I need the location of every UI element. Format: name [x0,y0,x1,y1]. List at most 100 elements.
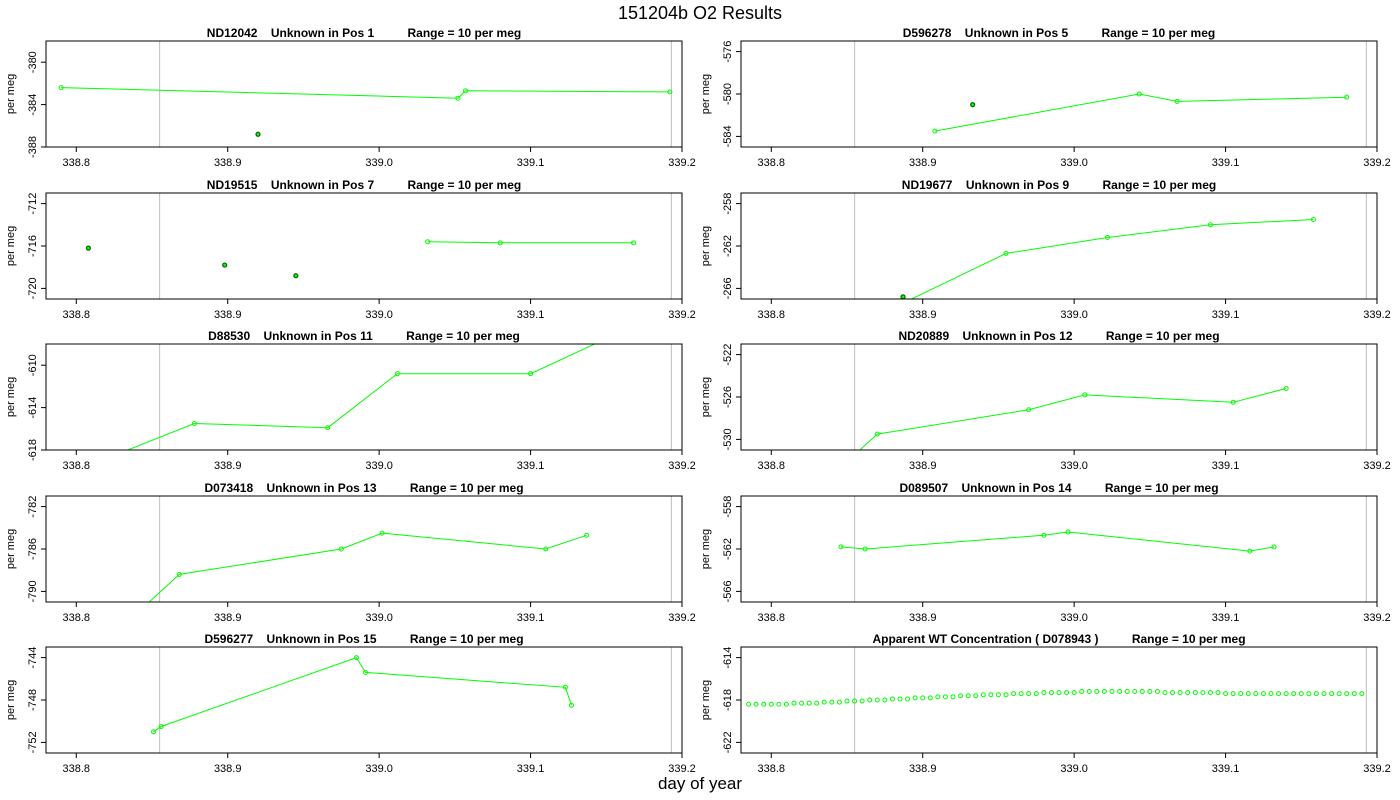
data-point [1245,691,1251,697]
x-tick-label: 338.9 [214,460,242,472]
data-point [1344,94,1350,100]
plot-area [838,496,1368,602]
y-tick-label: -388 [27,136,39,158]
panel-title: Apparent WT Concentration ( D078943 ) Ra… [872,632,1245,646]
x-tick-label: 338.8 [63,157,91,169]
data-point [799,700,805,706]
x-tick-label: 338.9 [909,612,937,624]
data-point [836,699,842,705]
panel-title: ND19515 Unknown in Pos 7 Range = 10 per … [207,178,521,192]
data-point [1011,691,1017,697]
data-point [806,700,812,706]
data-point [1253,691,1259,697]
y-axis-label: per meg [5,226,17,266]
plot-area [58,41,673,147]
outlier-point [222,262,228,268]
data-point [1048,690,1054,696]
data-point [935,694,941,700]
plot-frame [45,40,683,148]
x-tick-label: 338.9 [909,157,937,169]
data-point [379,530,385,536]
data-point [1283,691,1289,697]
x-tick-label: 339.1 [517,157,545,169]
data-point [1124,689,1130,695]
series-line [126,344,596,450]
plot-area [126,344,673,450]
y-tick-label: -262 [722,235,734,257]
x-tick-label: 338.8 [63,309,91,321]
y-axis-label: per meg [700,74,712,114]
data-point [897,696,903,702]
y-tick-label: -384 [27,94,39,116]
data-point [1207,690,1213,696]
data-point [1283,386,1289,392]
data-point [950,694,956,700]
data-point [1344,691,1350,697]
y-axis-label: per meg [5,680,17,720]
data-point [631,240,637,246]
data-point [562,684,568,690]
plot-area [148,496,673,602]
data-point [667,89,673,95]
x-tick-label: 339.1 [1212,460,1240,472]
data-point [1310,217,1316,222]
data-point [859,698,865,704]
data-point [852,698,858,704]
x-tick-label: 338.9 [909,763,937,775]
series-line [148,532,587,602]
data-point [1082,392,1088,398]
panel-title: D089507 Unknown in Pos 14 Range = 10 per… [899,481,1218,495]
x-tick-label: 339.0 [1060,309,1088,321]
data-point [1064,690,1070,696]
x-tick-label: 339.1 [517,309,545,321]
y-axis-label: per meg [700,226,712,266]
data-point [158,724,164,729]
y-tick-label: -558 [722,496,734,518]
data-point [1026,691,1032,697]
x-tick-label: 338.9 [909,309,937,321]
y-tick-label: -712 [27,193,39,215]
panel-title: D596278 Unknown in Pos 5 Range = 10 per … [903,26,1215,40]
series-line [840,531,1275,552]
data-point [1207,222,1213,228]
panel-title: D88530 Unknown in Pos 11 Range = 10 per … [208,329,520,343]
y-tick-label: -786 [27,538,39,560]
data-point [920,695,926,701]
y-tick-label: -752 [27,731,39,753]
data-point [1192,690,1198,696]
series-line [910,219,1314,299]
data-point [584,532,590,538]
data-point [874,697,880,703]
data-point [783,701,789,707]
y-tick-label: -744 [27,647,39,669]
data-point [905,696,911,702]
data-point [1177,690,1183,696]
data-point [1230,399,1236,405]
data-point [568,702,574,708]
data-point [973,693,979,699]
data-point [844,698,850,704]
panel-title: D073418 Unknown in Pos 13 Range = 10 per… [204,481,523,495]
page-title: 151204b O2 Results [617,3,783,23]
data-point [455,95,461,101]
data-point [1136,91,1142,97]
data-point [1139,689,1145,695]
y-tick-label: -580 [722,83,734,105]
y-tick-label: -522 [722,344,734,366]
y-tick-label: -614 [27,397,39,419]
data-point [882,697,888,703]
data-point [1276,691,1282,697]
data-point [1268,691,1274,697]
data-point [425,239,431,245]
data-point [1238,691,1244,697]
y-tick-label: -748 [27,689,39,711]
data-point [1174,98,1180,104]
data-point [1298,691,1304,697]
x-tick-label: 339.1 [517,460,545,472]
panel-title: ND12042 Unknown in Pos 1 Range = 10 per … [207,26,521,40]
x-tick-label: 339.2 [668,309,696,321]
y-tick-label: -614 [722,647,734,669]
